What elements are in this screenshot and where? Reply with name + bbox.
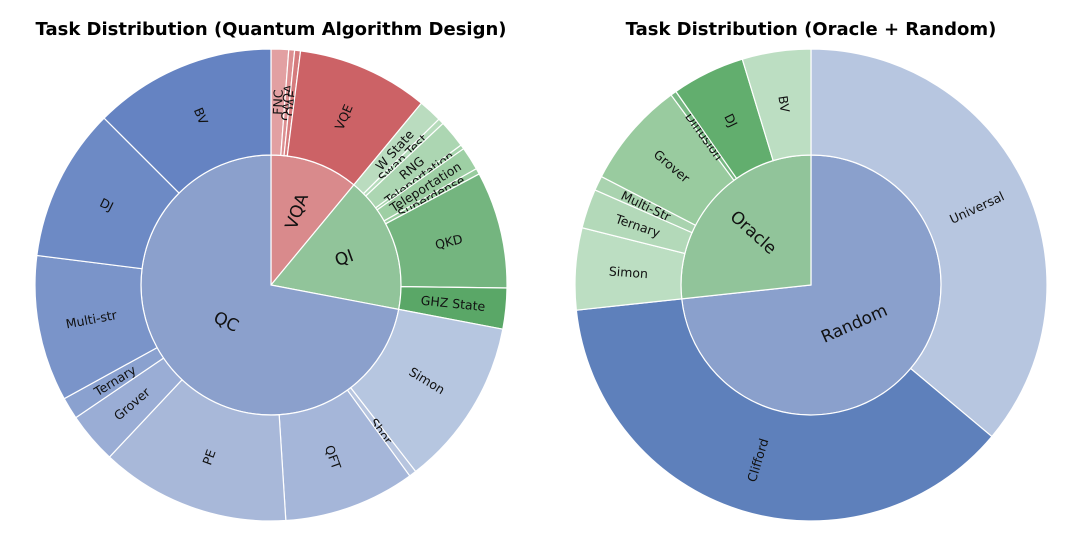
outer-label-fnc: FNC xyxy=(270,89,286,115)
outer-label-ghz-state: GHZ State xyxy=(420,293,486,314)
outer-label-dj: DJ xyxy=(721,111,740,130)
outer-label-dj: DJ xyxy=(97,195,116,214)
outer-segment-random-clifford xyxy=(575,298,993,522)
right-sunburst: UniversalCliffordRandomSimonTernaryMulti… xyxy=(574,48,1048,522)
outer-label-qkd: QKD xyxy=(434,231,464,252)
outer-segment-qc-bv xyxy=(103,48,272,194)
outer-segment-random-universal xyxy=(810,48,1048,438)
outer-label-pe: PE xyxy=(199,447,218,467)
outer-label-bv: BV xyxy=(191,105,211,127)
outer-label-simon: Simon xyxy=(608,264,648,282)
outer-segment-oracle-bv xyxy=(741,48,812,162)
left-chart-title: Task Distribution (Quantum Algorithm Des… xyxy=(36,19,507,40)
right-chart-title: Task Distribution (Oracle + Random) xyxy=(626,19,997,40)
outer-label-bv: BV xyxy=(775,95,792,114)
